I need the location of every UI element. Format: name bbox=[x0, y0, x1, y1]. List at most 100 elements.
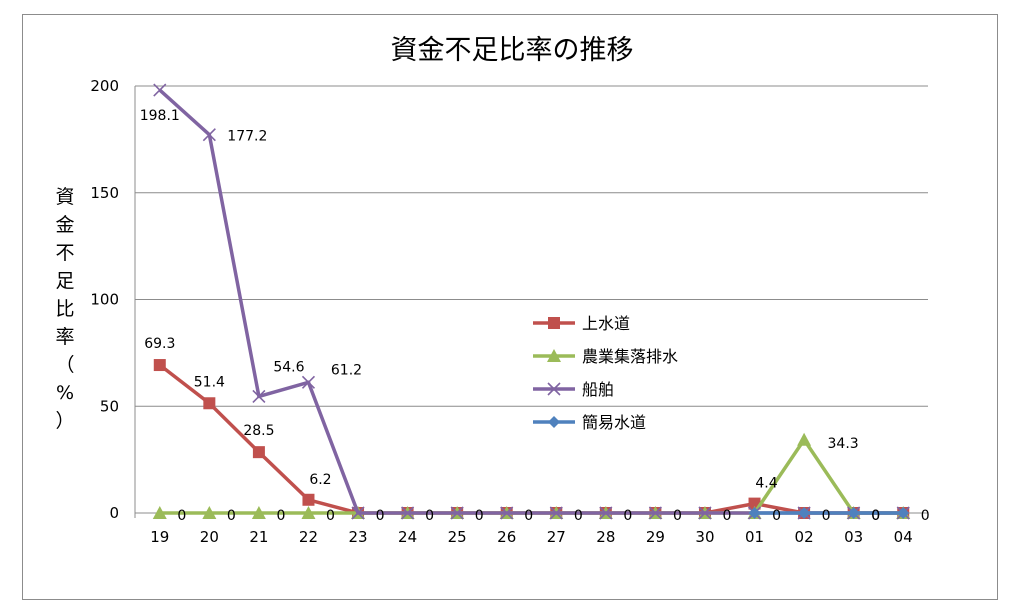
marker-square bbox=[153, 359, 166, 372]
data-label: 28.5 bbox=[243, 423, 274, 439]
data-label: 69.3 bbox=[144, 336, 175, 352]
data-label: 0 bbox=[574, 508, 583, 524]
legend-label: 簡易水道 bbox=[582, 413, 646, 432]
series-line bbox=[158, 88, 904, 515]
marker-x bbox=[301, 375, 316, 389]
marker-triangle bbox=[251, 506, 266, 519]
marker-x bbox=[648, 506, 662, 520]
x-tick-label: 02 bbox=[795, 528, 814, 546]
data-labels: 69.3 51.4 28.5 6.2 4.4 0 0 0 0 0 0 0 0 0 0 0 0 0 34.3 0 0 198… bbox=[140, 108, 930, 524]
y-axis-label-char: % bbox=[55, 382, 75, 404]
data-label: 54.6 bbox=[273, 359, 304, 375]
data-label: 51.4 bbox=[194, 374, 225, 390]
legend-item: 簡易水道 bbox=[533, 413, 646, 432]
marker-diamond bbox=[548, 416, 560, 428]
marker-x bbox=[698, 506, 712, 520]
data-label: 0 bbox=[376, 508, 385, 524]
data-label: 0 bbox=[871, 508, 880, 524]
marker-square bbox=[203, 397, 216, 410]
marker-x bbox=[450, 506, 464, 520]
x-tick-label: 26 bbox=[497, 528, 516, 546]
data-label: 198.1 bbox=[140, 108, 180, 124]
marker-diamond bbox=[847, 507, 860, 519]
data-label: 0 bbox=[871, 508, 880, 524]
data-label: 0 bbox=[723, 508, 732, 524]
data-label: 4.4 bbox=[755, 476, 777, 492]
marker-triangle bbox=[797, 432, 812, 446]
marker-triangle bbox=[547, 349, 561, 362]
marker-x bbox=[401, 506, 415, 520]
series-3 bbox=[748, 507, 910, 519]
y-axis-label-char: 率 bbox=[55, 326, 75, 348]
x-tick-label: 28 bbox=[596, 528, 615, 546]
series-group bbox=[152, 83, 911, 520]
x-tick-label: 24 bbox=[398, 528, 417, 546]
marker-x bbox=[599, 506, 613, 520]
marker-x bbox=[252, 389, 266, 403]
chart-frame bbox=[22, 14, 998, 600]
marker-x bbox=[153, 83, 167, 97]
marker-x bbox=[351, 506, 365, 520]
marker-x bbox=[202, 128, 216, 142]
data-label: 0 bbox=[822, 508, 831, 524]
x-tick-label: 01 bbox=[745, 528, 764, 546]
x-tick-label: 29 bbox=[646, 528, 665, 546]
chart-title: 資金不足比率の推移 bbox=[390, 35, 634, 66]
data-label: 6.2 bbox=[309, 472, 331, 488]
legend-item: 農業集落排水 bbox=[533, 347, 678, 366]
data-label: 0 bbox=[227, 508, 236, 524]
series-line bbox=[159, 438, 904, 515]
y-axis-label-char: 不 bbox=[55, 242, 75, 264]
data-label: 0 bbox=[623, 508, 632, 524]
y-axis-label-char: 足 bbox=[55, 270, 75, 292]
data-label: 0 bbox=[921, 508, 930, 524]
marker-triangle bbox=[301, 506, 316, 519]
legend-item: 船舶 bbox=[533, 380, 614, 399]
data-label: 177.2 bbox=[227, 129, 267, 145]
data-label: 0 bbox=[673, 508, 682, 524]
marker-square bbox=[302, 493, 315, 506]
marker-square bbox=[252, 446, 265, 459]
data-label: 0 bbox=[475, 508, 484, 524]
x-tick-label: 04 bbox=[894, 528, 913, 546]
x-tick-labels: 19 20 21 22 23 24 25 26 27 28 29 30 01 02 03 04 bbox=[150, 528, 913, 546]
y-axis-label-char: 比 bbox=[55, 298, 75, 320]
y-tick-label: 0 bbox=[109, 504, 119, 522]
x-tick-label: 23 bbox=[348, 528, 367, 546]
y-tick-label: 150 bbox=[90, 184, 119, 202]
y-tick-label: 100 bbox=[90, 291, 119, 309]
legend-item: 上水道 bbox=[533, 314, 630, 333]
y-axis-label-char: 金 bbox=[55, 214, 75, 236]
data-label: 34.3 bbox=[828, 436, 859, 452]
marker-diamond bbox=[897, 507, 910, 519]
x-tick-label: 22 bbox=[299, 528, 318, 546]
y-axis-label: 資金不足比率 （% ） bbox=[50, 183, 80, 435]
x-tick-label: 25 bbox=[448, 528, 467, 546]
legend-label: 船舶 bbox=[582, 380, 614, 399]
marker-diamond bbox=[798, 507, 811, 519]
legend-label: 農業集落排水 bbox=[582, 347, 678, 366]
y-axis-label-char: （ bbox=[55, 354, 75, 376]
marker-triangle bbox=[152, 506, 167, 519]
x-tick-label: 30 bbox=[695, 528, 714, 546]
y-tick-labels: 0 50 100 150 200 bbox=[90, 77, 119, 522]
y-axis-label-char: ） bbox=[55, 410, 75, 432]
data-label: 0 bbox=[524, 508, 533, 524]
x-tick-label: 27 bbox=[547, 528, 566, 546]
y-axis-label-char: 資 bbox=[55, 186, 75, 208]
marker-x bbox=[547, 382, 561, 396]
x-tick-label: 19 bbox=[150, 528, 169, 546]
data-label: 0 bbox=[276, 508, 285, 524]
data-label: 0 bbox=[326, 508, 335, 524]
data-label: 0 bbox=[177, 508, 186, 524]
data-label: 0 bbox=[772, 508, 781, 524]
data-label: 61.2 bbox=[331, 362, 362, 378]
x-tick-label: 20 bbox=[200, 528, 219, 546]
x-tick-label: 03 bbox=[844, 528, 863, 546]
x-tick-label: 21 bbox=[249, 528, 268, 546]
data-label: 0 bbox=[425, 508, 434, 524]
y-tick-label: 50 bbox=[100, 397, 119, 415]
legend-label: 上水道 bbox=[582, 314, 630, 333]
